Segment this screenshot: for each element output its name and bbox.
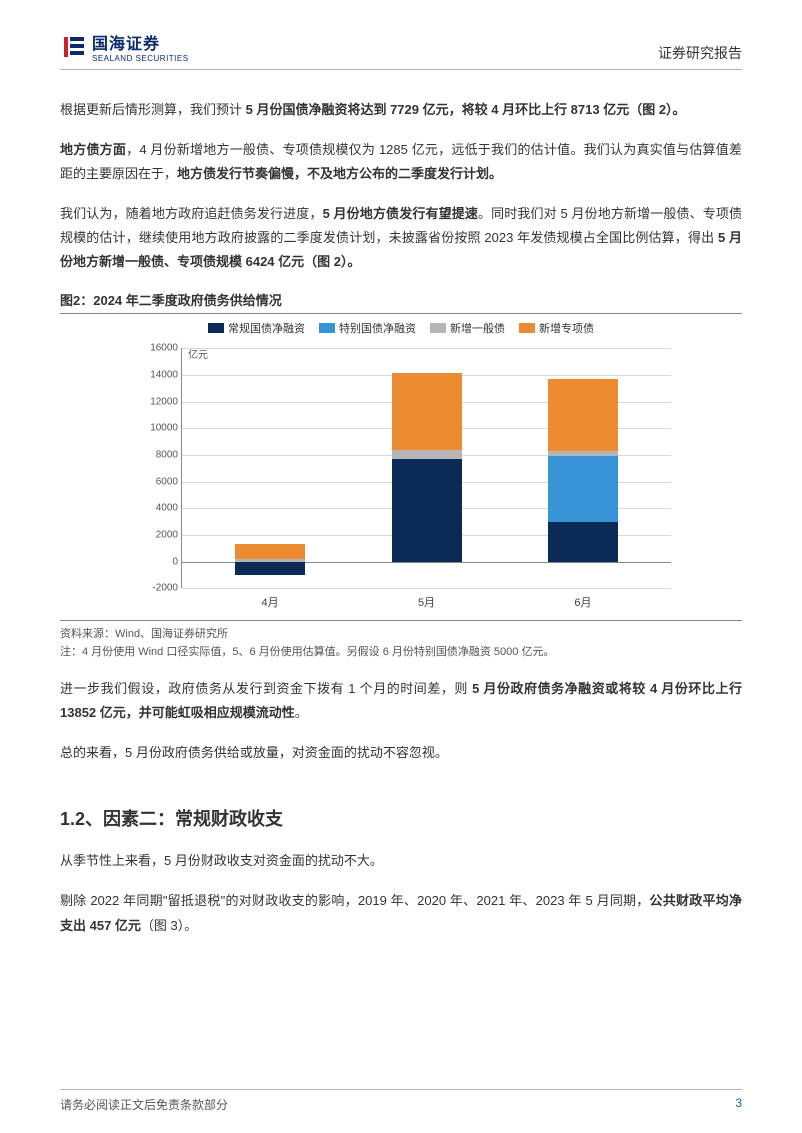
text: 我们认为，随着地方政府追赶债务发行进度， [60,206,323,221]
plot-area: 亿元 -200002000400060008000100001200014000… [181,348,671,588]
text: （图 3）。 [141,918,197,933]
bar-segment [392,373,462,450]
x-tick-label: 4月 [261,594,278,610]
paragraph-7: 剔除 2022 年同期"留抵退税"的对财政收支的影响，2019 年、2020 年… [60,889,742,937]
paragraph-6: 从季节性上来看，5 月份财政收支对资金面的扰动不大。 [60,849,742,873]
legend-swatch [519,323,535,333]
y-tick-label: 4000 [156,503,178,514]
legend-label: 特别国债净融资 [339,320,416,336]
text-bold: 5 月份国债净融资将达到 7729 亿元，将较 4 月环比上行 8713 亿元（… [246,102,686,117]
figure-title: 图2：2024 年二季度政府债务供给情况 [60,290,742,314]
logo-text-cn: 国海证券 [92,36,160,53]
y-tick-label: 2000 [156,529,178,540]
y-tick-label: 14000 [150,369,178,380]
y-tick-label: 12000 [150,396,178,407]
y-tick-label: 8000 [156,449,178,460]
bar-group: 6月 [548,348,618,588]
figure-note: 注：4 月份使用 Wind 口径实际值，5、6 月份使用估算值。另假设 6 月份… [60,643,742,659]
text-bold: 地方债方面 [60,142,126,157]
text-bold: 地方债发行节奏偏慢，不及地方公布的二季度发行计划。 [177,166,502,181]
y-tick-label: 10000 [150,423,178,434]
chart-legend: 常规国债净融资 特别国债净融资 新增一般债 新增专项债 [60,320,742,336]
bar-segment [548,456,618,523]
legend-swatch [319,323,335,333]
legend-label: 新增一般债 [450,320,505,336]
y-tick-label: 16000 [150,343,178,354]
paragraph-1: 根据更新后情形测算，我们预计 5 月份国债净融资将达到 7729 亿元，将较 4… [60,98,742,122]
bar-segment [235,559,305,562]
bar-segment [548,451,618,455]
text: 进一步我们假设，政府债务从发行到资金下拨有 1 个月的时间差，则 [60,681,472,696]
bar-segment [392,450,462,458]
legend-item: 新增一般债 [430,320,505,336]
legend-item: 新增专项债 [519,320,594,336]
text: 剔除 2022 年同期"留抵退税"的对财政收支的影响，2019 年、2020 年… [60,893,650,908]
logo: 国海证券 SEALAND SECURITIES [60,30,189,63]
page-footer: 请务必阅读正文后免责条款部分 3 [60,1089,742,1113]
text: 。 [295,705,308,720]
bar-segment [235,562,305,575]
footer-disclaimer: 请务必阅读正文后免责条款部分 [60,1096,228,1113]
bar-group: 4月 [235,348,305,588]
legend-label: 新增专项债 [539,320,594,336]
y-tick-label: 0 [172,556,178,567]
bar-segment [392,459,462,562]
paragraph-5: 总的来看，5 月份政府债务供给或放量，对资金面的扰动不容忽视。 [60,741,742,765]
x-tick-label: 5月 [418,594,435,610]
legend-item: 常规国债净融资 [208,320,305,336]
page-number: 3 [735,1096,742,1113]
text: 根据更新后情形测算，我们预计 [60,102,246,117]
bar-group: 5月 [392,348,462,588]
y-tick-label: -2000 [152,583,178,594]
report-type-label: 证券研究报告 [658,43,742,63]
x-tick-label: 6月 [574,594,591,610]
logo-mark-icon [60,34,86,60]
bar-segment [235,544,305,558]
legend-swatch [430,323,446,333]
y-tick-label: 6000 [156,476,178,487]
paragraph-2: 地方债方面，4 月份新增地方一般债、专项债规模仅为 1285 亿元，远低于我们的… [60,138,742,186]
stacked-bar-chart: 亿元 -200002000400060008000100001200014000… [121,338,681,618]
legend-label: 常规国债净融资 [228,320,305,336]
figure-source: 资料来源：Wind、国海证券研究所 [60,620,742,641]
page-header: 国海证券 SEALAND SECURITIES 证券研究报告 [60,30,742,70]
paragraph-3: 我们认为，随着地方政府追赶债务发行进度，5 月份地方债发行有望提速。同时我们对 … [60,202,742,274]
section-heading: 1.2、因素二：常规财政收支 [60,805,742,831]
bar-segment [548,379,618,451]
text-bold: 5 月份地方债发行有望提速 [323,206,478,221]
legend-item: 特别国债净融资 [319,320,416,336]
gridline [182,588,671,589]
paragraph-4: 进一步我们假设，政府债务从发行到资金下拨有 1 个月的时间差，则 5 月份政府债… [60,677,742,725]
logo-text-en: SEALAND SECURITIES [92,54,189,63]
legend-swatch [208,323,224,333]
chart-container: 常规国债净融资 特别国债净融资 新增一般债 新增专项债 亿元 -20000200040… [60,320,742,618]
bar-segment [548,522,618,561]
